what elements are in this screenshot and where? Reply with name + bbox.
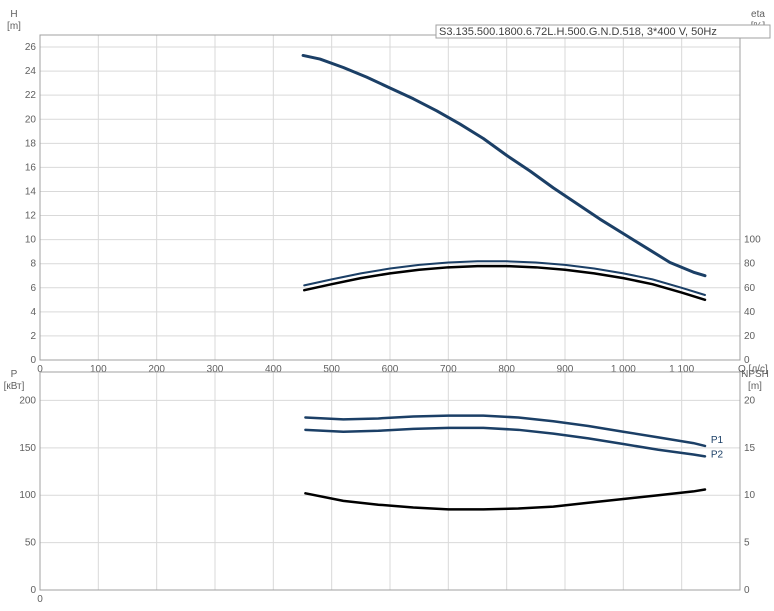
y-left-tick: 24: [25, 66, 37, 77]
y-left-tick: 200: [19, 395, 36, 406]
y-left-tick: 0: [30, 585, 36, 596]
y-right-tick: 15: [744, 443, 756, 454]
y-left-tick: 14: [25, 186, 37, 197]
y-left-tick: 2: [30, 331, 36, 342]
series-eta2: [304, 266, 705, 300]
y-right-tick: 10: [744, 490, 756, 501]
y-right-tick: 20: [744, 395, 756, 406]
chart-title: S3.135.500.1800.6.72L.H.500.G.N.D.518, 3…: [439, 26, 717, 38]
pump-curve-chart: 01002003004005006007008009001 0001 100Q …: [0, 0, 774, 611]
y-left-tick: 8: [30, 259, 36, 270]
y-left-tick: 16: [25, 162, 37, 173]
y-left-label-1: H: [10, 9, 17, 20]
y-left-label-2: [m]: [7, 21, 21, 32]
series-label-P2: P2: [711, 449, 724, 460]
y-left-tick: 100: [19, 490, 36, 501]
y-right-tick: 5: [744, 538, 750, 549]
series-label-P1: P1: [711, 435, 724, 446]
y-left-tick: 26: [25, 42, 37, 53]
y-left-tick: 4: [30, 307, 36, 318]
y-left-tick: 0: [30, 355, 36, 366]
bottom-y-right-label-2: [m]: [748, 381, 762, 392]
y-left-tick: 6: [30, 283, 36, 294]
chart-svg: 01002003004005006007008009001 0001 100Q …: [0, 0, 774, 611]
x-tick-label: 0: [37, 594, 43, 605]
y-right-tick: 80: [744, 259, 756, 270]
y-right-tick: 40: [744, 307, 756, 318]
series-P2: [305, 428, 705, 456]
y-right-tick: 60: [744, 283, 756, 294]
y-right-tick: 0: [744, 585, 750, 596]
bottom-y-left-label-2: [кВт]: [4, 381, 25, 392]
bottom-y-left-label-1: P: [11, 369, 18, 380]
y-left-tick: 50: [25, 538, 37, 549]
y-left-tick: 18: [25, 138, 37, 149]
y-right-tick: 100: [744, 235, 761, 246]
y-left-tick: 12: [25, 211, 37, 222]
y-left-tick: 20: [25, 114, 37, 125]
y-right-label-1: eta: [751, 9, 765, 20]
y-left-tick: 150: [19, 443, 36, 454]
bottom-y-right-label-1: NPSH: [741, 369, 769, 380]
y-right-tick: 0: [744, 355, 750, 366]
series-H-curve: [303, 55, 705, 275]
series-NPSH: [305, 490, 705, 510]
y-left-tick: 22: [25, 90, 37, 101]
y-right-tick: 20: [744, 331, 756, 342]
y-left-tick: 10: [25, 235, 37, 246]
